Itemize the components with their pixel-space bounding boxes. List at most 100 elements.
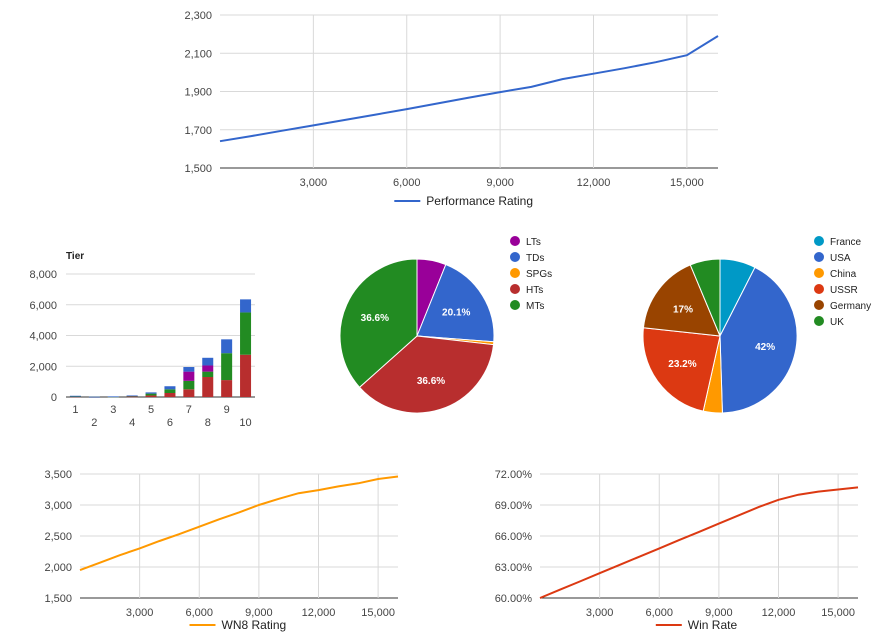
pie-slice: [689, 258, 721, 337]
legend-swatch: [814, 316, 824, 326]
line-chart-5: 60.00% 63.00% 66.00% 69.00% 72.00% 3,000 6,000…: [495, 469, 859, 632]
bar-segment: [164, 393, 176, 397]
legend-entry: HTs: [510, 284, 543, 296]
slice-label: 42%: [755, 342, 775, 353]
y-tick-label: 2,000: [44, 562, 72, 574]
y-tick-label: 8,000: [29, 269, 57, 281]
bar-segment: [183, 367, 195, 372]
legend-label: France: [830, 237, 862, 248]
legend-label: USSR: [830, 285, 858, 296]
bar-segment: [202, 371, 214, 378]
legend-swatch: [814, 252, 824, 262]
legend-swatch: [510, 236, 520, 246]
series-line-0: [79, 475, 399, 572]
bar-segment: [240, 354, 252, 397]
legend-label: Win Rate: [688, 618, 738, 632]
bar-segment: [145, 393, 157, 396]
stacked-bar-chart: Tier 0 2,000 4,000 6,000 8,000 1 2 3 4 5 6 7 8 9 10: [29, 251, 255, 429]
legend-entry: France: [814, 236, 862, 248]
legend-swatch: [510, 268, 520, 278]
x-tick-label: 6,000: [393, 177, 421, 189]
legend-label: WN8 Rating: [222, 618, 287, 632]
x-tick-label: 12,000: [762, 607, 796, 619]
bar-segment: [126, 395, 138, 397]
legend-entry: China: [814, 268, 857, 280]
legend-label: China: [830, 269, 857, 280]
x-tick-label: 5: [148, 404, 154, 416]
bar-segment: [88, 396, 100, 398]
x-tick-label: 6,000: [645, 607, 673, 619]
bar-segment: [221, 339, 233, 354]
x-tick-label: 15,000: [821, 607, 855, 619]
bar-segment: [240, 299, 252, 313]
legend-entry: Performance Rating: [394, 194, 533, 208]
bar-segment: [183, 371, 195, 381]
y-tick-label: 2,500: [44, 531, 72, 543]
series-line-0: [539, 486, 859, 599]
y-tick-label: 63.00%: [495, 562, 533, 574]
y-tick-label: 69.00%: [495, 500, 533, 512]
x-tick-label: 9,000: [705, 607, 733, 619]
legend-swatch: [510, 252, 520, 262]
bar-segment: [145, 395, 157, 397]
bar-segment: [164, 386, 176, 390]
legend-swatch: [814, 236, 824, 246]
bar-segment: [202, 365, 214, 372]
x-tick-label: 8: [205, 417, 211, 429]
series-line-0: [219, 35, 719, 143]
y-tick-label: 1,500: [184, 163, 212, 175]
legend-label: SPGs: [526, 269, 552, 280]
legend-entry: Germany: [814, 300, 871, 312]
pie-slice: [719, 266, 798, 414]
legend-entry: MTs: [510, 300, 544, 312]
x-tick-label: 9: [224, 404, 230, 416]
line-chart-4: 1,500 2,000 2,500 3,000 3,500 3,000 6,000 9,000…: [44, 469, 399, 632]
x-tick-label: 12,000: [302, 607, 336, 619]
slice-label: 36.6%: [417, 376, 445, 387]
legend-swatch: [510, 300, 520, 310]
x-tick-label: 4: [129, 417, 135, 429]
legend-label: TDs: [526, 253, 544, 264]
legend-entry: SPGs: [510, 268, 552, 280]
legend-label: MTs: [526, 301, 544, 312]
x-tick-label: 9,000: [486, 177, 514, 189]
x-tick-label: 15,000: [670, 177, 704, 189]
y-tick-label: 0: [51, 392, 57, 404]
x-tick-label: 7: [186, 404, 192, 416]
legend-entry: LTs: [510, 236, 541, 248]
pie-chart-2: 20.1% 36.6% 36.6% LTs TDs SPGs HTs MTs: [339, 236, 552, 414]
bar-segment: [221, 380, 233, 397]
legend-entry: UK: [814, 316, 844, 328]
pie-slice: [642, 264, 721, 337]
x-tick-label: 3,000: [586, 607, 614, 619]
bar-segment: [183, 380, 195, 390]
bar-segment: [240, 312, 252, 355]
y-tick-label: 66.00%: [495, 531, 533, 543]
line-chart-0: 1,500 1,700 1,900 2,100 2,300 3,000 6,000 9,000…: [184, 10, 719, 208]
legend-entry: Win Rate: [655, 618, 738, 632]
pie-slice: [358, 335, 495, 414]
x-tick-label: 6: [167, 417, 173, 429]
legend-swatch: [814, 284, 824, 294]
pie-slice: [642, 327, 721, 412]
legend-swatch: [814, 300, 824, 310]
y-tick-label: 72.00%: [495, 469, 533, 481]
legend-entry: TDs: [510, 252, 544, 264]
pie-slice: [339, 258, 418, 388]
slice-label: 23.2%: [668, 359, 696, 370]
y-tick-label: 1,500: [44, 593, 72, 605]
bar-segment: [202, 377, 214, 397]
y-tick-label: 3,500: [44, 469, 72, 481]
legend-label: Performance Rating: [426, 194, 533, 208]
y-tick-label: 3,000: [44, 500, 72, 512]
x-tick-label: 1: [72, 404, 78, 416]
bar-segment: [183, 389, 195, 397]
x-tick-label: 2: [91, 417, 97, 429]
legend-swatch: [510, 284, 520, 294]
x-tick-label: 9,000: [245, 607, 273, 619]
x-tick-label: 3: [110, 404, 116, 416]
bar-segment: [107, 396, 119, 398]
pie-chart-3: 42% 23.2% 17% France USA China USSR Germany UK: [642, 236, 871, 414]
legend-label: LTs: [526, 237, 541, 248]
bar-segment: [126, 396, 138, 398]
